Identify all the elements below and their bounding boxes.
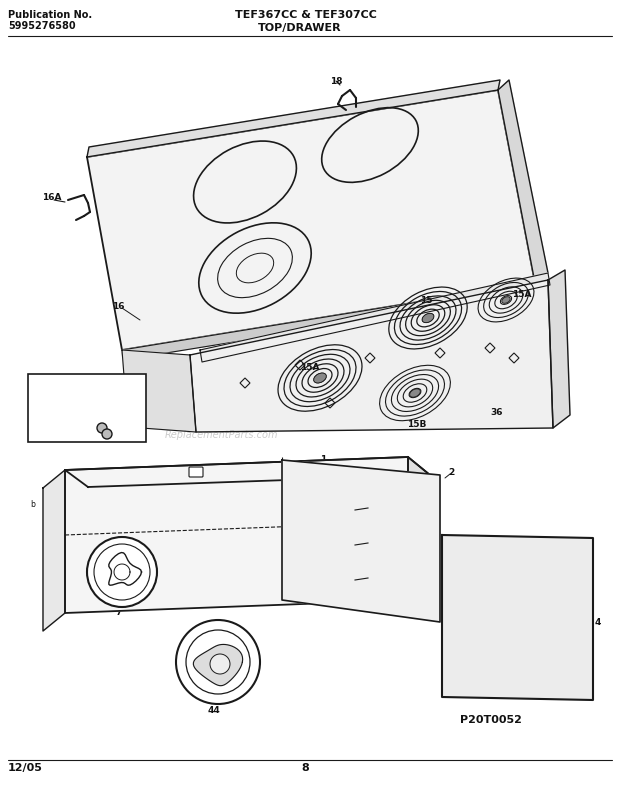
Circle shape: [102, 429, 112, 439]
Text: 16A: 16A: [42, 193, 61, 202]
Polygon shape: [43, 470, 65, 631]
Polygon shape: [122, 283, 536, 360]
Text: 44: 44: [208, 706, 221, 715]
Polygon shape: [548, 270, 570, 428]
Text: 12/05: 12/05: [8, 763, 43, 773]
Polygon shape: [122, 350, 196, 432]
Text: 15: 15: [420, 296, 433, 305]
Text: b: b: [30, 500, 35, 509]
Text: 16: 16: [112, 302, 125, 311]
Text: TOP/DRAWER: TOP/DRAWER: [258, 23, 342, 33]
Polygon shape: [190, 280, 553, 432]
Text: 15A: 15A: [512, 290, 531, 299]
Circle shape: [97, 423, 107, 433]
Text: 2: 2: [448, 468, 454, 477]
Text: 15B: 15B: [407, 420, 427, 429]
Polygon shape: [442, 535, 593, 700]
Text: 15A: 15A: [300, 363, 319, 372]
Polygon shape: [87, 80, 500, 157]
Text: 8: 8: [301, 763, 309, 773]
Text: 1: 1: [320, 455, 326, 464]
Text: 51: 51: [34, 378, 46, 387]
FancyBboxPatch shape: [28, 374, 146, 442]
Text: 7: 7: [115, 608, 122, 617]
Text: 36: 36: [490, 408, 502, 417]
Polygon shape: [282, 460, 440, 622]
Text: 18: 18: [330, 77, 342, 86]
Text: Publication No.: Publication No.: [8, 10, 92, 20]
FancyBboxPatch shape: [189, 467, 203, 477]
Ellipse shape: [422, 314, 434, 322]
Text: 5995276580: 5995276580: [8, 21, 76, 31]
Ellipse shape: [410, 389, 420, 397]
Text: TEF367CC & TEF307CC: TEF367CC & TEF307CC: [235, 10, 377, 20]
Circle shape: [87, 537, 157, 607]
Polygon shape: [193, 645, 242, 686]
Text: 4: 4: [595, 618, 601, 627]
Circle shape: [176, 620, 260, 704]
Polygon shape: [200, 273, 550, 362]
Ellipse shape: [314, 373, 326, 383]
Polygon shape: [498, 80, 548, 283]
Polygon shape: [87, 90, 535, 350]
Ellipse shape: [502, 297, 510, 303]
Polygon shape: [408, 457, 430, 600]
Polygon shape: [65, 457, 408, 613]
Text: ReplacementParts.com: ReplacementParts.com: [165, 430, 278, 440]
Text: P20T0052: P20T0052: [460, 715, 522, 725]
Polygon shape: [65, 457, 430, 487]
Circle shape: [210, 654, 230, 674]
